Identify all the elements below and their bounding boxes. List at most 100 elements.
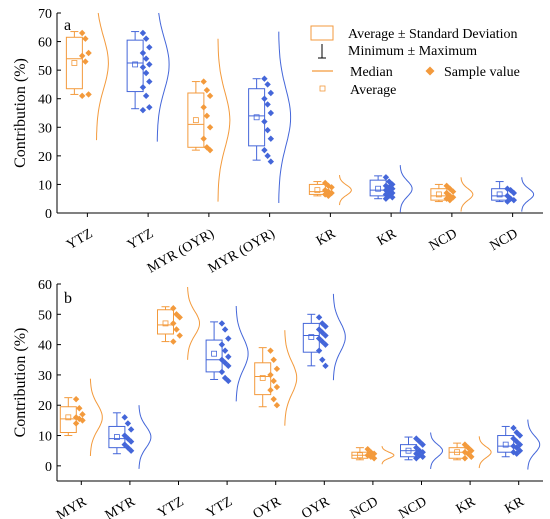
sample-point [264, 152, 271, 160]
sample-point [273, 365, 281, 373]
x-tick-label: MYR (OYR) [145, 226, 217, 276]
x-tick-label: YTZ [125, 226, 156, 253]
sd-box [254, 362, 272, 396]
y-tick-label: 10 [38, 178, 52, 193]
sample-point [76, 405, 83, 412]
sample-point [510, 196, 518, 204]
sample-point [513, 438, 520, 445]
sample-point [315, 314, 323, 321]
sample-point [261, 95, 268, 102]
sample-point [72, 395, 80, 403]
sample-point [321, 179, 329, 187]
sample-point [142, 35, 150, 42]
sample-point [127, 426, 135, 433]
series-group: NCD [488, 177, 535, 254]
average-marker [132, 61, 139, 68]
sample-point [516, 447, 524, 454]
sample-point [319, 356, 326, 363]
legend-whisker-label: Minimum ± Maximum [348, 44, 477, 59]
average-marker [496, 191, 503, 198]
x-tick-label: NCD [348, 494, 381, 519]
sample-point [78, 92, 86, 100]
series-group: NCD [348, 445, 395, 519]
sample-point [218, 368, 226, 376]
sample-point [121, 414, 128, 421]
sample-point [273, 383, 281, 391]
distribution-curve [89, 378, 103, 457]
sample-point [121, 432, 128, 439]
sample-point [225, 353, 232, 360]
panel-letter: b [64, 290, 72, 307]
panel-b-chart: 0 10 20 30 40 50 60 Contribution (%) b MYR MYR YTZ Y… [12, 278, 543, 519]
sample-point [516, 432, 524, 439]
series-group: MYR (OYR) [206, 31, 292, 277]
x-tick-label: NCD [488, 226, 521, 254]
sample-point [206, 124, 214, 131]
x-tick-label: YTZ [204, 494, 235, 519]
y-tick-label: 50 [38, 308, 52, 323]
sample-point [270, 356, 277, 363]
sample-point [176, 332, 183, 339]
sample-point [85, 91, 92, 98]
distribution-curve [332, 293, 346, 381]
sample-point [267, 89, 275, 97]
average-marker [435, 191, 442, 198]
sd-box [126, 39, 144, 93]
sample-point [146, 78, 153, 85]
sample-point [170, 320, 177, 327]
legend-sample-icon [425, 66, 435, 76]
average-marker [454, 449, 461, 456]
x-tick-label: KR [375, 226, 400, 249]
sample-point [142, 69, 150, 77]
y-tick-label: 70 [38, 7, 52, 22]
sample-point [124, 420, 132, 427]
sample-point [504, 198, 511, 205]
sample-point [173, 326, 180, 333]
sample-point [385, 192, 393, 200]
sample-point [382, 182, 390, 190]
sample-point [78, 29, 86, 37]
series-group: MYR [103, 405, 152, 519]
series-group: KR [369, 165, 413, 249]
sample-point [270, 395, 277, 403]
x-tick-label: NCD [396, 494, 429, 519]
distribution-curve [521, 177, 535, 212]
average-marker [375, 185, 382, 192]
sample-point [322, 332, 329, 339]
sample-point [267, 371, 274, 379]
series-group: MYR [54, 378, 103, 519]
sample-point [261, 146, 268, 154]
legend-median-label: Median [350, 65, 393, 80]
sample-point [315, 347, 323, 354]
sample-point [206, 146, 214, 154]
sample-point [513, 444, 520, 451]
sample-point [146, 61, 153, 68]
average-marker [502, 441, 509, 448]
x-tick-label: YTZ [155, 494, 186, 519]
series-group: YTZ [204, 305, 249, 519]
series-group: OYR [251, 330, 298, 519]
sample-point [382, 195, 390, 202]
sample-point [127, 447, 135, 454]
sample-point [261, 75, 268, 82]
sample-point [510, 189, 518, 197]
y-tick-label: 60 [38, 278, 52, 293]
sample-point [516, 441, 524, 448]
distribution-curve [399, 165, 413, 213]
sample-point [225, 362, 232, 370]
series-group: YTZ [155, 286, 201, 519]
y-tick-label: 20 [38, 399, 52, 414]
distribution-curve [284, 330, 298, 426]
sd-box [187, 92, 205, 148]
sample-point [419, 453, 426, 460]
sample-point [200, 135, 207, 142]
sample-point [203, 86, 211, 94]
sample-point [127, 438, 135, 445]
sample-point [264, 126, 271, 134]
sample-point [322, 362, 329, 370]
average-marker [71, 60, 78, 66]
sample-point [139, 84, 147, 91]
sample-point [225, 335, 232, 342]
sample-point [370, 455, 378, 462]
sample-point [170, 338, 177, 345]
